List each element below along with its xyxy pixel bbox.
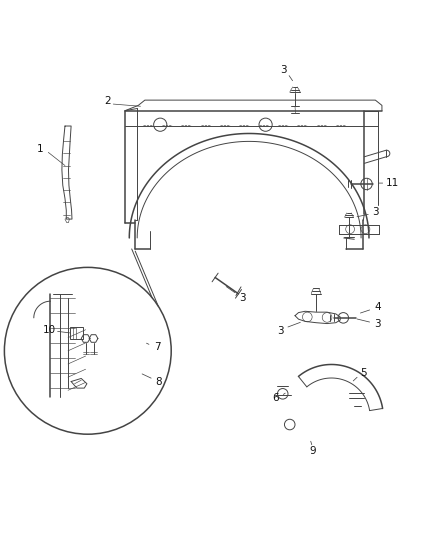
Bar <box>70 327 83 340</box>
Text: 8: 8 <box>155 376 162 386</box>
Text: 3: 3 <box>371 207 378 217</box>
Text: 3: 3 <box>276 326 283 336</box>
Text: 5: 5 <box>359 368 366 378</box>
Text: 3: 3 <box>373 319 380 329</box>
Text: 9: 9 <box>308 446 315 456</box>
Text: 1: 1 <box>37 144 44 154</box>
Text: 7: 7 <box>153 342 160 352</box>
Text: 6: 6 <box>272 393 279 403</box>
Text: 3: 3 <box>238 293 245 303</box>
Text: 2: 2 <box>104 95 111 106</box>
Text: 10: 10 <box>42 325 56 335</box>
Text: 4: 4 <box>373 302 380 312</box>
Text: 3: 3 <box>279 65 286 75</box>
Text: 11: 11 <box>385 178 398 188</box>
